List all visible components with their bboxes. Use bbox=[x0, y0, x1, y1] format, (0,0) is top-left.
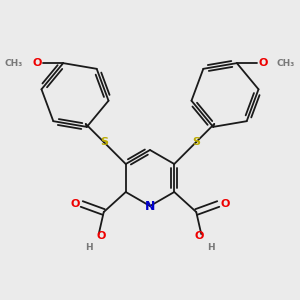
Text: CH₃: CH₃ bbox=[5, 58, 23, 68]
Text: S: S bbox=[192, 137, 200, 147]
Text: N: N bbox=[145, 200, 155, 212]
Text: H: H bbox=[85, 242, 93, 251]
Text: O: O bbox=[220, 199, 230, 209]
Text: O: O bbox=[195, 231, 204, 241]
Text: O: O bbox=[70, 199, 80, 209]
Text: H: H bbox=[207, 242, 215, 251]
Text: O: O bbox=[96, 231, 105, 241]
Text: CH₃: CH₃ bbox=[277, 58, 295, 68]
Text: O: O bbox=[258, 58, 268, 68]
Text: S: S bbox=[100, 137, 108, 147]
Text: O: O bbox=[32, 58, 42, 68]
